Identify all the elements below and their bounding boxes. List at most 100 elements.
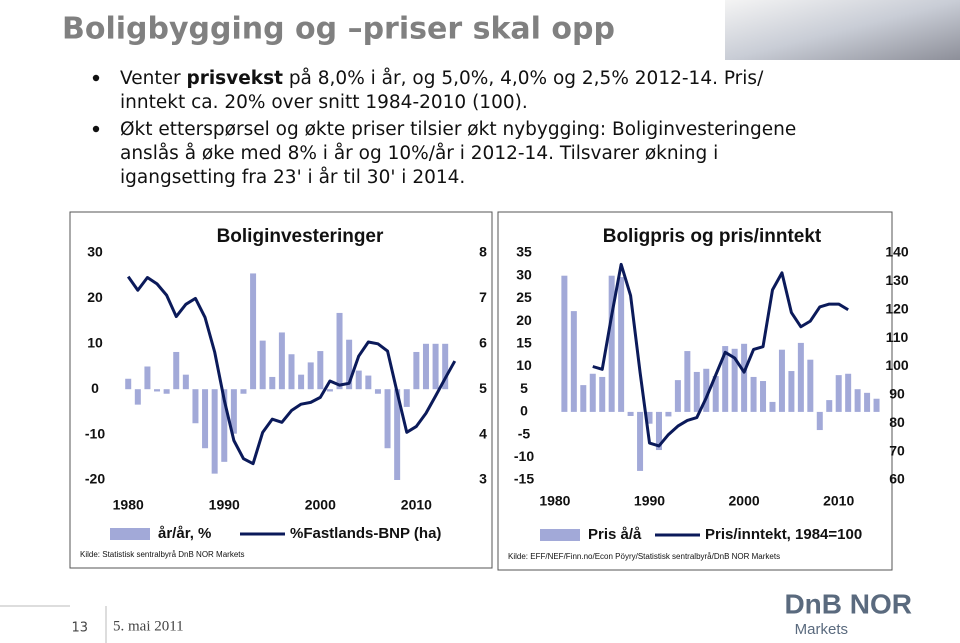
bar xyxy=(797,342,804,412)
y2-tick-label: 70 xyxy=(889,442,905,458)
bar xyxy=(655,411,662,451)
bar xyxy=(637,411,644,471)
y-tick-label: 0 xyxy=(91,380,99,396)
bullet-line: anslås å øke med 8% i år og 10%/år i 201… xyxy=(120,143,718,164)
y-tick-label: 10 xyxy=(516,357,532,373)
chart-title: Boliginvesteringer xyxy=(217,226,384,247)
bar xyxy=(674,380,681,412)
y2-tick-label: 4 xyxy=(479,425,487,441)
bar xyxy=(627,411,634,416)
y2-tick-label: 140 xyxy=(885,244,909,260)
bar xyxy=(580,385,587,412)
bar xyxy=(703,368,710,412)
bar xyxy=(845,373,852,412)
charts: Boliginvesteringer -20 -10 0 10 20 30 3 4 5 6 7 8 198… xyxy=(80,226,909,561)
bar xyxy=(250,273,257,390)
bar xyxy=(374,389,381,394)
y2-tick-label: 80 xyxy=(889,414,905,430)
y-tick-label: -20 xyxy=(85,471,105,487)
bar xyxy=(192,389,199,424)
bar xyxy=(788,371,795,412)
y2-tick-label: 60 xyxy=(889,471,905,487)
bar xyxy=(561,275,568,412)
bullet-line: Økt etterspørsel og økte priser tilsier … xyxy=(120,119,796,140)
bar xyxy=(684,351,691,412)
bar xyxy=(826,400,833,412)
y2-tick-label: 100 xyxy=(885,357,909,373)
bar xyxy=(278,332,285,390)
bar xyxy=(269,376,276,390)
bar xyxy=(750,376,757,412)
y-tick-label: 5 xyxy=(520,380,528,396)
bar xyxy=(202,389,209,449)
bar xyxy=(413,351,420,390)
bar xyxy=(221,389,228,462)
legend-swatch xyxy=(540,529,580,541)
bar xyxy=(422,343,429,390)
bar xyxy=(722,346,729,412)
bullet-dot xyxy=(92,125,100,133)
bullet-text: på 8,0% i år, og 5,0%, 4,0% og 2,5% 2012… xyxy=(283,68,764,89)
y-tick-label: -10 xyxy=(85,425,105,441)
page-number: 13 xyxy=(71,621,88,636)
bar xyxy=(693,371,700,412)
x-tick-label: 2010 xyxy=(401,497,432,513)
y-tick-label: 20 xyxy=(87,289,103,305)
line xyxy=(126,275,457,466)
y-tick-label: 35 xyxy=(516,244,532,260)
bar xyxy=(182,374,189,390)
y-tick-label: 30 xyxy=(516,266,532,282)
bar xyxy=(816,411,823,431)
bar xyxy=(570,311,577,412)
bar xyxy=(608,275,615,412)
footer-date: 5. mai 2011 xyxy=(113,618,184,634)
y-tick-label: 20 xyxy=(516,312,532,328)
bar xyxy=(259,340,266,390)
y-tick-label: -10 xyxy=(514,448,534,464)
y2-tick-label: 130 xyxy=(885,272,909,288)
chart-frame xyxy=(497,211,893,571)
x-tick-label: 2000 xyxy=(729,493,760,509)
bar xyxy=(741,343,748,412)
bar xyxy=(864,392,871,412)
legend-swatch xyxy=(110,528,150,540)
x-tick-label: 1990 xyxy=(634,493,665,509)
bar xyxy=(317,351,324,390)
bar xyxy=(355,370,362,390)
bar xyxy=(336,312,343,390)
bar xyxy=(230,389,237,434)
bar xyxy=(665,411,672,417)
bar xyxy=(163,389,170,394)
bar xyxy=(873,398,880,412)
legend-label: %Fastlands-BNP (ha) xyxy=(290,525,441,542)
bar xyxy=(144,366,151,390)
bullet-line: Venter prisvekst på 8,0% i år, og 5,0%, … xyxy=(120,68,764,89)
x-tick-label: 2000 xyxy=(305,497,336,513)
y2-tick-label: 7 xyxy=(479,289,487,305)
bar xyxy=(173,351,180,390)
bullet-text: anslås å øke med 8% i år og 10%/år i 201… xyxy=(120,143,718,164)
logo: DnB NOR xyxy=(784,588,912,619)
bar xyxy=(618,277,625,412)
y-tick-label: 0 xyxy=(520,403,528,419)
bar xyxy=(288,354,295,390)
bar xyxy=(125,378,132,390)
slide-title: Boligbygging og –priser skal opp xyxy=(62,12,615,47)
bar xyxy=(599,376,606,412)
bar xyxy=(154,389,161,392)
legend-label: Pris/inntekt, 1984=100 xyxy=(705,526,862,543)
bullet-list: Venter prisvekst på 8,0% i år, og 5,0%, … xyxy=(92,68,796,188)
bullet-text: inntekt ca. 20% over snitt 1984-2010 (10… xyxy=(120,92,528,113)
bar xyxy=(807,359,814,412)
source-note: Kilde: EFF/NEF/Finn.no/Econ Pöyry/Statis… xyxy=(508,552,780,561)
x-tick-label: 2010 xyxy=(823,493,854,509)
bullet-text: Økt etterspørsel og økte priser tilsier … xyxy=(120,119,796,140)
bar xyxy=(365,375,372,390)
chart-frame xyxy=(69,211,493,569)
source-note: Kilde: Statistisk sentralbyrå DnB NOR Ma… xyxy=(80,550,245,559)
y-tick-label: 10 xyxy=(87,335,103,351)
bar xyxy=(731,348,738,412)
x-tick-label: 1980 xyxy=(539,493,570,509)
